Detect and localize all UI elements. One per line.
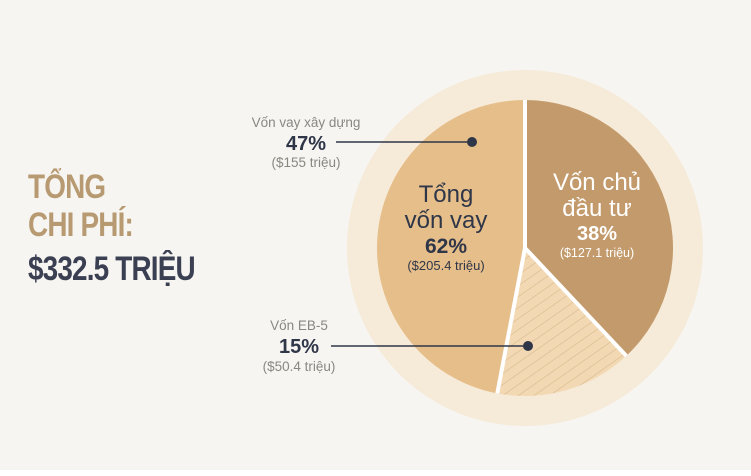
total-loan-line1: Tổng (419, 181, 474, 208)
slice-eb5 (497, 248, 627, 397)
construction-label-name: Vốn vay xây dựng (252, 115, 361, 130)
eb5-leader-dot (523, 341, 533, 351)
total-loan-line2: vốn vay (405, 207, 488, 234)
total-cost-line2: CHI PHÍ: (28, 206, 134, 245)
total-loan-percent: 62% (425, 235, 467, 258)
equity-amount: ($127.1 triệu) (560, 246, 634, 260)
equity-label-line2: đầu tư (562, 195, 631, 222)
eb5-label-percent: 15% (279, 336, 319, 358)
total-cost-title: TỔNG CHI PHÍ: $332.5 TRIỆU (28, 168, 231, 288)
eb5-label-amount: ($50.4 triệu) (263, 359, 336, 374)
construction-label-percent: 47% (286, 133, 326, 155)
slice-construction-loan (376, 100, 525, 394)
slice-divider-2 (523, 246, 628, 358)
bottom-strip (0, 470, 751, 476)
equity-percent: 38% (577, 223, 617, 245)
eb5-label-name: Vốn EB-5 (270, 318, 328, 333)
total-cost-line1: TỔNG (28, 168, 106, 206)
total-loan-amount: ($205.4 triệu) (407, 258, 484, 273)
slice-divider-3 (495, 247, 527, 394)
slice-equity (525, 100, 673, 356)
construction-leader-dot (467, 137, 477, 147)
construction-label-amount: ($155 triệu) (271, 155, 340, 170)
total-cost-amount: $332.5 TRIỆU (28, 250, 196, 289)
equity-label-line1: Vốn chủ (553, 169, 641, 196)
